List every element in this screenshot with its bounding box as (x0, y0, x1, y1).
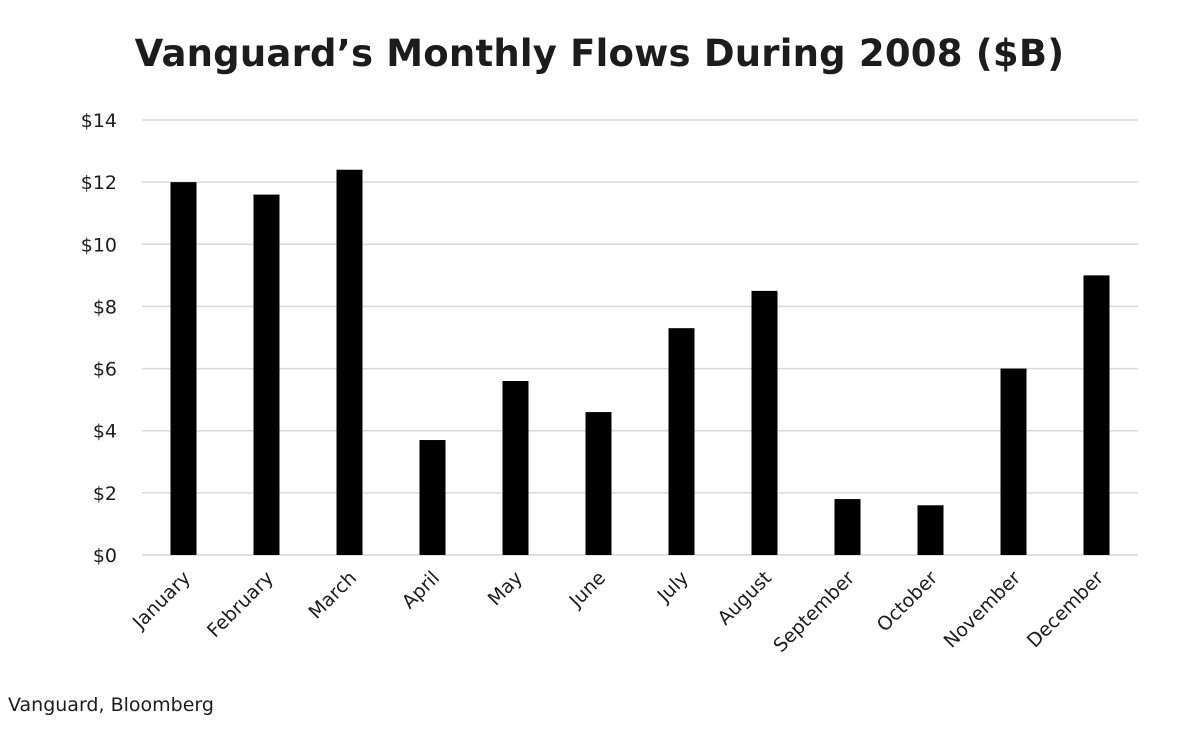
y-tick-label: $2 (93, 483, 117, 505)
bars (170, 169, 1110, 556)
x-axis-category-labels: January February March April May June July Augu… (128, 567, 1108, 657)
y-tick-label: $8 (93, 296, 117, 318)
chart-title: Vanguard’s Monthly Flows During 2008 ($B… (134, 32, 1065, 75)
y-tick-label: $6 (93, 359, 117, 381)
x-tick-label: May (484, 567, 527, 610)
bar-december (1083, 275, 1110, 555)
bar-april (419, 440, 446, 555)
source-note: Vanguard, Bloomberg (8, 694, 214, 716)
x-tick-label: March (305, 567, 362, 624)
x-tick-label: February (203, 567, 278, 642)
grid-lines (142, 119, 1138, 556)
x-tick-label: April (398, 567, 444, 613)
x-tick-label: September (769, 567, 859, 657)
bar-may (502, 381, 529, 555)
bar-january (170, 182, 197, 555)
bar-july (668, 328, 695, 555)
x-tick-label: June (565, 567, 611, 613)
x-tick-label: January (128, 567, 195, 634)
y-tick-label: $4 (93, 421, 117, 443)
bar-february (253, 194, 280, 556)
bar-august (751, 290, 778, 555)
bar-september (834, 499, 861, 555)
bar-june (585, 412, 612, 555)
x-tick-label: December (1023, 567, 1108, 652)
y-tick-label: $12 (81, 172, 117, 194)
y-tick-label: $14 (81, 110, 117, 132)
y-tick-label: $10 (81, 234, 117, 256)
bar-october (917, 505, 944, 555)
y-tick-label: $0 (93, 545, 117, 567)
x-tick-label: November (940, 567, 1026, 653)
x-tick-label: October (873, 567, 942, 636)
x-tick-label: August (713, 567, 776, 630)
bar-chart: $0 $2 $4 $6 $8 $10 $12 $14 January February March… (81, 110, 1138, 657)
x-tick-label: July (653, 567, 693, 607)
bar-november (1000, 368, 1027, 555)
y-axis-tick-labels: $0 $2 $4 $6 $8 $10 $12 $14 (81, 110, 117, 567)
bar-march (336, 169, 363, 555)
